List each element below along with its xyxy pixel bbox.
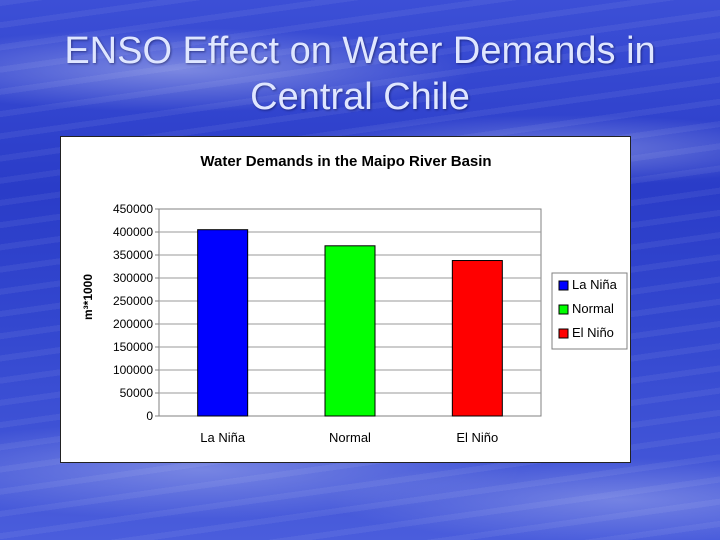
chart-title: Water Demands in the Maipo River Basin — [200, 153, 491, 170]
chart-frame: Water Demands in the Maipo River Basin m… — [60, 136, 631, 463]
slide-title: ENSO Effect on Water Demands in Central … — [0, 28, 720, 120]
legend-label: Normal — [572, 301, 614, 316]
y-tick-label: 400000 — [113, 225, 153, 239]
slide-title-line1: ENSO Effect on Water Demands in — [64, 30, 656, 72]
legend-label: El Niño — [572, 325, 614, 340]
y-tick-label: 450000 — [113, 202, 153, 216]
y-tick-label: 50000 — [120, 386, 154, 400]
y-axis-label: m³*1000 — [81, 274, 95, 320]
y-tick-label: 250000 — [113, 294, 153, 308]
y-tick-label: 200000 — [113, 317, 153, 331]
y-tick-label: 100000 — [113, 363, 153, 377]
slide-title-line2: Central Chile — [250, 76, 470, 118]
bar — [197, 229, 249, 417]
bar — [451, 260, 503, 417]
y-tick-label: 150000 — [113, 340, 153, 354]
legend-swatch — [558, 304, 569, 315]
bar-chart: Water Demands in the Maipo River Basin m… — [81, 153, 628, 445]
legend-swatch — [558, 328, 569, 339]
x-tick-label: Normal — [329, 430, 371, 445]
y-tick-label: 300000 — [113, 271, 153, 285]
x-tick-label: La Niña — [200, 430, 246, 445]
legend-swatch — [558, 280, 569, 291]
y-tick-label: 0 — [146, 409, 153, 423]
legend-label: La Niña — [572, 277, 618, 292]
y-tick-label: 350000 — [113, 248, 153, 262]
x-tick-label: El Niño — [456, 430, 498, 445]
bar — [324, 245, 376, 417]
